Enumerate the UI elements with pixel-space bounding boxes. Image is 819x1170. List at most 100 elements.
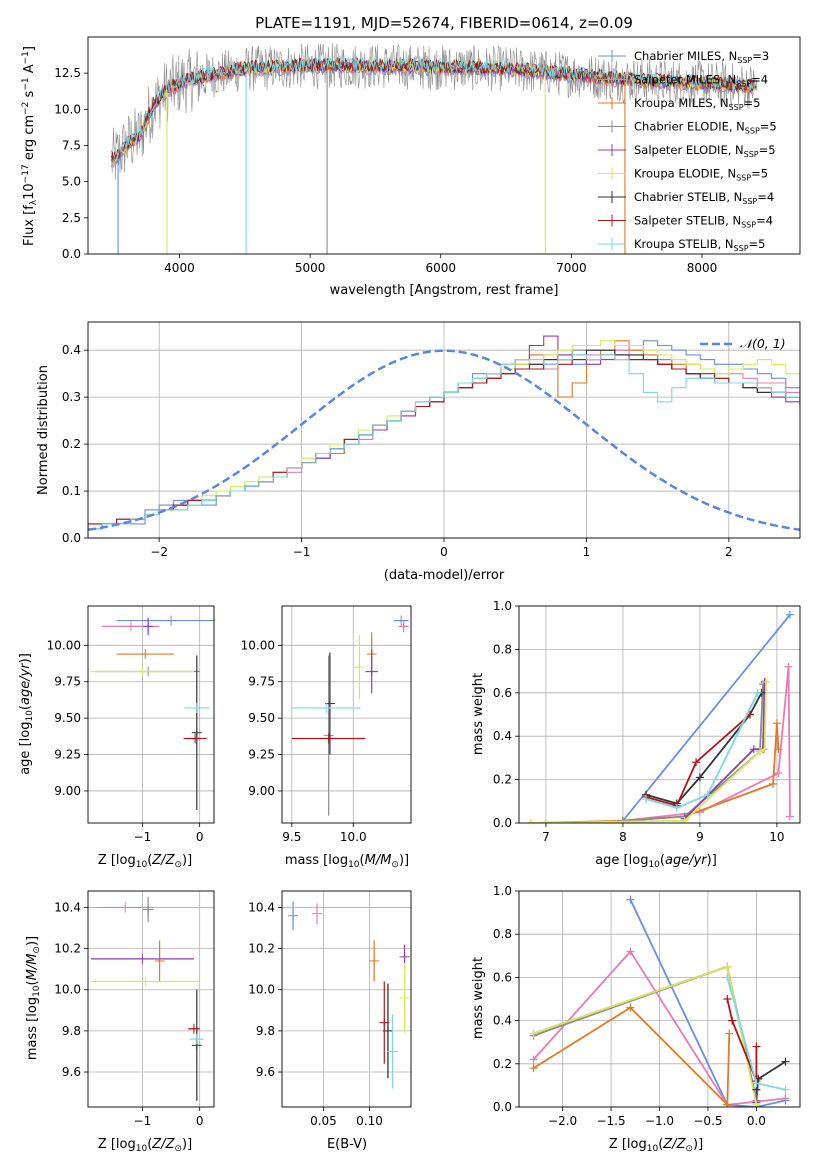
x-tick-label: −1.5: [596, 1114, 625, 1128]
mass-vs-z-xlabel: Z [log10(Z/Z⊙)]: [98, 1137, 192, 1154]
y-tick-label: 10.4: [54, 900, 81, 914]
age_vs_Z-marks: [90, 615, 214, 810]
y-tick-label: 0.8: [493, 642, 512, 656]
series-line: [533, 965, 758, 1101]
y-tick-label: 0.4: [62, 343, 81, 357]
x-tick-label: 0: [196, 1114, 204, 1128]
legend-label: Salpeter ELODIE, NSSP=5: [634, 143, 776, 159]
y-tick-label: 0.0: [62, 531, 81, 545]
y-tick-label: 0.2: [493, 773, 512, 787]
mass_vs_Z-grid: [88, 891, 214, 1107]
mass-vs-ebv-xlabel: E(B-V): [327, 1137, 367, 1152]
spectrum-data-trace: [111, 43, 758, 180]
legend-label: 𝒩(0, 1): [740, 336, 786, 351]
mass_weight_vs_Z-marks: [529, 895, 790, 1107]
x-tick-label: 9.5: [282, 830, 301, 844]
mass-vs-ebv-panel: E(B-V) 0.05 0.10 9.6 9.8 10.0 10.2 10.4: [248, 890, 412, 1152]
series-line: [530, 723, 780, 823]
normal-curve: [88, 349, 800, 532]
legend-label: Salpeter MILES, NSSP=4: [634, 73, 768, 89]
mass-weight-vs-z-ylabel: mass weight: [471, 957, 486, 1039]
legend-label: Chabrier MILES, NSSP=3: [634, 49, 769, 65]
x-tick-label: 9: [696, 830, 704, 844]
x-tick-label: 0.10: [356, 1114, 383, 1128]
legend-label: Kroupa ELODIE, NSSP=5: [634, 167, 768, 183]
x-tick-label: 8: [619, 830, 627, 844]
y-tick-label: 9.75: [54, 675, 81, 689]
spectrum-ylabel: Flux [fλ10−17 erg cm−2 s−1 A−1]: [21, 46, 39, 246]
series-line: [533, 1006, 731, 1107]
age_vs_mass-grid: [282, 606, 411, 823]
y-tick-label: 0.4: [493, 1014, 512, 1028]
axes-frame: [281, 890, 412, 1108]
age-vs-mass-panel: mass [log10(M/M⊙)] 9.5 10.0 9.00 9.25 9.50 9.…: [241, 605, 412, 870]
x-tick-label: 0: [440, 545, 448, 559]
legend-label: Chabrier ELODIE, NSSP=5: [634, 120, 777, 136]
y-tick-label: 0.4: [493, 729, 512, 743]
series-line: [622, 614, 791, 822]
x-tick-label: −1.0: [645, 1114, 674, 1128]
y-tick-label: 0.3: [62, 390, 81, 404]
x-tick-label: 4000: [164, 261, 195, 275]
series-line: [645, 713, 751, 807]
x-tick-label: 7000: [556, 261, 587, 275]
y-tick-label: 10.4: [248, 900, 275, 914]
axes-frame: [87, 321, 801, 539]
y-tick-label: 9.6: [62, 1065, 81, 1079]
y-tick-label: 0.0: [62, 247, 81, 261]
axes-frame: [281, 605, 412, 824]
y-tick-label: 0.2: [62, 437, 81, 451]
mass-weight-vs-age-ylabel: mass weight: [471, 673, 486, 755]
x-tick-label: 8000: [687, 261, 718, 275]
legend-label: Chabrier STELIB, NSSP=4: [634, 190, 774, 206]
y-tick-label: 2.5: [62, 211, 81, 225]
x-tick-label: 0.05: [310, 1114, 337, 1128]
spectrum-xlabel: wavelength [Angstrom, rest frame]: [330, 283, 559, 298]
y-tick-label: 1.0: [493, 884, 512, 898]
axes-frame: [518, 605, 801, 824]
x-tick-label: 6000: [425, 261, 456, 275]
residuals-marks: [88, 335, 800, 532]
x-tick-label: −2: [150, 545, 168, 559]
series-line: [530, 681, 767, 823]
y-tick-label: 10.2: [54, 942, 81, 956]
series-line: [645, 692, 763, 805]
axes-frame: [87, 605, 215, 824]
age-vs-z-ylabel: age [log10(age/yr)]: [18, 653, 35, 775]
x-tick-label: 0.0: [747, 1114, 766, 1128]
mass-weight-vs-age-xlabel: age [log10(age/yr)]: [595, 853, 717, 870]
y-tick-label: 9.50: [54, 711, 81, 725]
y-tick-label: 7.5: [62, 139, 81, 153]
mass_vs_Z-marks: [90, 897, 204, 1101]
x-tick-label: 5000: [295, 261, 326, 275]
y-tick-label: 9.25: [54, 748, 81, 762]
mass_vs_EBV-grid: [282, 891, 411, 1107]
x-tick-label: −1: [293, 545, 311, 559]
spectrum-marks: [111, 43, 758, 254]
residual-histogram: [88, 335, 800, 530]
y-tick-label: 0.6: [493, 686, 512, 700]
residual-panel: (data-model)/error Normed distribution −…: [36, 321, 801, 583]
series-line: [629, 899, 786, 1107]
x-tick-label: −2.0: [548, 1114, 577, 1128]
residual-xlabel: (data-model)/error: [384, 568, 505, 583]
axes-frame: [87, 890, 215, 1108]
y-tick-label: 0.2: [493, 1057, 512, 1071]
x-tick-label: 1: [583, 545, 591, 559]
mass-vs-z-panel: Z [log10(Z/Z⊙)] mass [log10(M/M⊙)] −1 0 9.…: [25, 890, 215, 1154]
x-tick-label: −0.5: [693, 1114, 722, 1128]
y-tick-label: 9.75: [248, 675, 275, 689]
x-tick-label: 7: [542, 830, 550, 844]
mass-vs-z-ylabel: mass [log10(M/M⊙)]: [25, 936, 42, 1060]
series-line: [755, 1060, 786, 1090]
mass-weight-vs-age-panel: age [log10(age/yr)] mass weight 7 8 9 10 0.0…: [471, 599, 801, 870]
x-tick-label: 10: [769, 830, 784, 844]
legend-label: Kroupa STELIB, NSSP=5: [634, 237, 765, 253]
y-tick-label: 5.0: [62, 175, 81, 189]
legend-label: Salpeter STELIB, NSSP=4: [634, 214, 773, 230]
age-vs-z-xlabel: Z [log10(Z/Z⊙)]: [98, 853, 192, 870]
series-line: [533, 965, 760, 1103]
x-tick-label: 10.0: [340, 830, 367, 844]
series-line: [683, 681, 766, 820]
series-line: [645, 692, 759, 809]
